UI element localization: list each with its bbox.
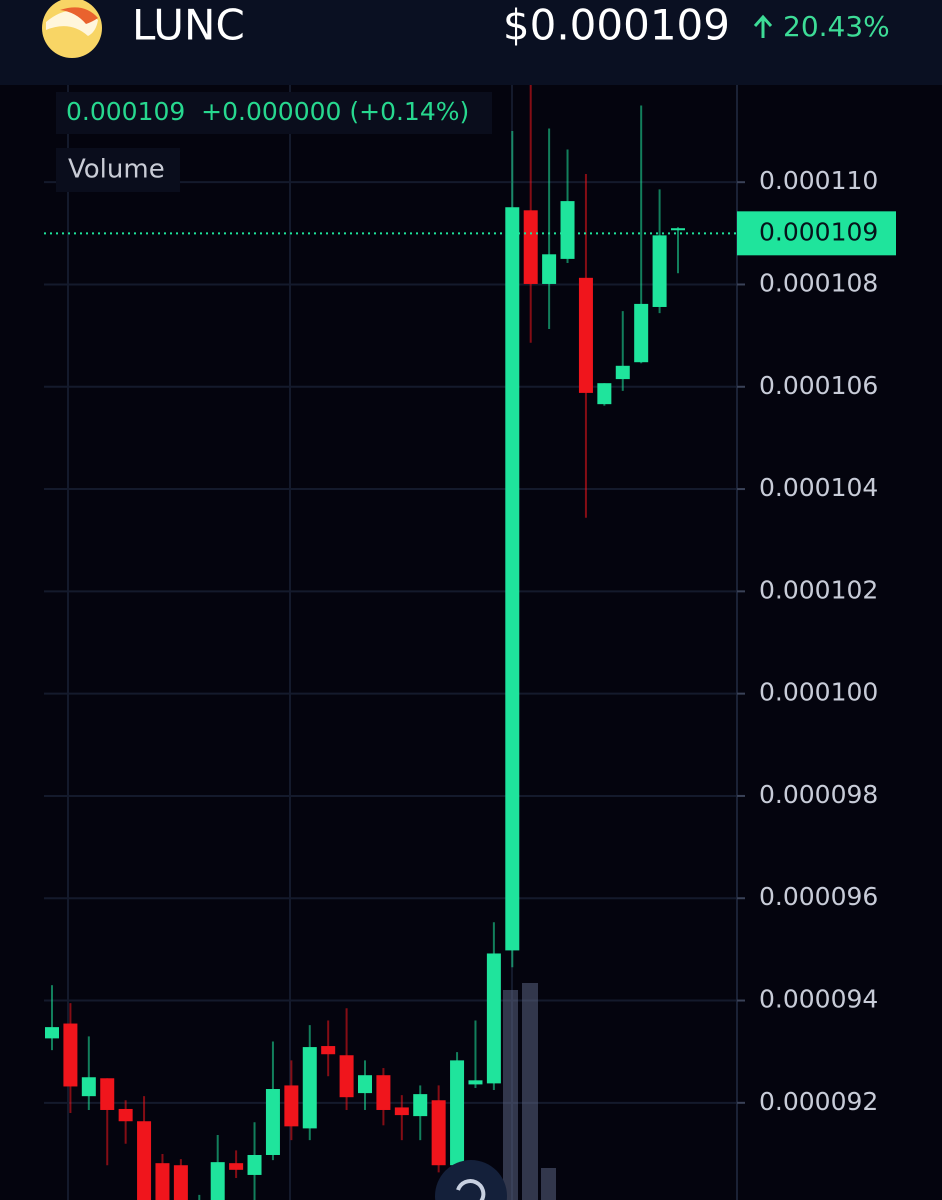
candle-body: [468, 1080, 483, 1085]
price: $0.000109: [503, 1, 730, 50]
y-tick-label: 0.000104: [759, 473, 878, 502]
candle-body: [615, 365, 630, 380]
candle-body: [284, 1085, 299, 1127]
candle-body: [450, 1060, 465, 1166]
volume-bar: [541, 1168, 556, 1200]
candle-body: [100, 1078, 115, 1110]
candle-body: [578, 277, 593, 393]
candles: [45, 85, 685, 1200]
candle-body: [358, 1075, 372, 1094]
overlay: 0.000092 0.000094 0.000096 0.000098 0.000100…: [44, 166, 896, 1116]
volume-bar: [503, 990, 518, 1200]
candle-body: [597, 383, 612, 405]
logo-accent: [60, 7, 98, 25]
candle-body: [321, 1046, 336, 1055]
y-tick-label: 0.000096: [759, 882, 878, 911]
candle-body: [523, 210, 538, 284]
last-price-label: 0.000109: [759, 217, 878, 246]
candle-body: [671, 228, 685, 231]
up-arrow: [753, 14, 773, 38]
candle-body: [63, 1023, 78, 1087]
y-tick-label: 0.000098: [759, 780, 878, 809]
candle-body: [118, 1108, 133, 1122]
candle-body: [486, 953, 501, 1084]
candle-body: [210, 1162, 225, 1200]
candle-body: [376, 1075, 391, 1110]
candle-body: [302, 1047, 317, 1129]
y-tick-label: 0.000092: [759, 1087, 878, 1116]
candle-body: [155, 1163, 170, 1200]
volume-bar: [522, 983, 538, 1200]
y-tick-label: 0.000102: [759, 575, 878, 604]
y-tick-label: 0.000106: [759, 371, 878, 400]
y-tick-label: 0.000100: [759, 678, 878, 707]
candle-body: [229, 1163, 244, 1170]
volume-label-bg: [56, 148, 180, 192]
volume-bars: [503, 983, 556, 1200]
symbol: LUNC: [132, 1, 245, 50]
candle-body: [542, 254, 557, 284]
candle-body: [394, 1107, 409, 1116]
legend-text: 0.000109 +0.000000 (+0.14%): [66, 97, 469, 126]
candle-body: [634, 303, 649, 363]
y-tick-label: 0.000108: [759, 268, 878, 297]
candle-body: [173, 1165, 188, 1200]
candle-body: [81, 1077, 96, 1097]
candle-body: [137, 1121, 152, 1200]
candle-body: [505, 207, 520, 951]
y-tick-label: 0.000110: [759, 166, 878, 195]
reset-icon: [456, 1179, 486, 1200]
candle-body: [247, 1154, 262, 1175]
candle-body: [45, 1027, 59, 1039]
candle-body: [339, 1055, 354, 1098]
last-price-box: [737, 211, 896, 256]
candle-body: [652, 235, 667, 307]
candle-body: [560, 201, 575, 259]
change: 20.43%: [783, 10, 890, 43]
legend-bg: [56, 92, 492, 134]
volume-label: Volume: [68, 155, 165, 185]
candle-body: [431, 1100, 446, 1166]
y-tick-label: 0.000094: [759, 985, 878, 1014]
header: [0, 0, 942, 85]
grid: [44, 181, 737, 1104]
candle-body: [265, 1089, 280, 1155]
candle-body: [413, 1094, 428, 1117]
